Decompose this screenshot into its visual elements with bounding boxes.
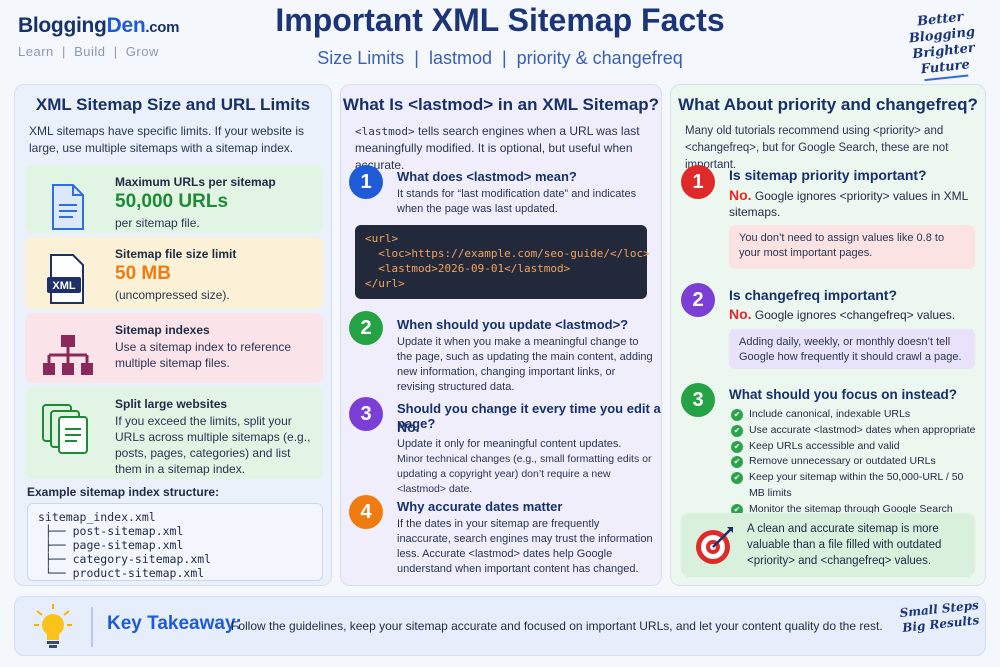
answer-note: Adding daily, weekly, or monthly doesn’t… [729, 329, 975, 369]
code-line: <lastmod>2026-09-01</lastmod> [365, 262, 571, 275]
tree-line: ├── category-sitemap.xml [38, 552, 212, 566]
question-title: Why accurate dates matter [397, 499, 563, 514]
step-number: 2 [349, 311, 383, 345]
card-label: Split large websites [115, 397, 228, 411]
question-text: It stands for “last modification date” a… [397, 188, 637, 215]
step-number: 1 [681, 165, 715, 199]
question-title: Should you change it every time you edit… [397, 401, 661, 431]
code-line: <loc>https://example.com/seo-guide/</loc… [365, 247, 650, 260]
card-sub: (uncompressed size). [115, 288, 230, 302]
priority-panel: What About priority and changefreq? Many… [670, 84, 986, 586]
key-takeaway-banner: Key Takeaway: Follow the guidelines, kee… [14, 596, 986, 656]
card-sitemap-index: Sitemap indexes Use a sitemap index to r… [25, 313, 323, 383]
card-sub: Use a sitemap index to reference multipl… [115, 340, 292, 370]
card-sub: per sitemap file. [115, 216, 200, 230]
focus-checklist: ✔ Include canonical, indexable URLs ✔ Use … [731, 407, 981, 533]
card-file-size: XML Sitemap file size limit 50 MB (uncom… [25, 237, 323, 309]
limits-heading: XML Sitemap Size and URL Limits [35, 95, 311, 114]
check-icon: ✔ [731, 503, 743, 516]
check-icon: ✔ [731, 409, 743, 421]
lightbulb-icon [34, 604, 72, 648]
step-number: 4 [349, 495, 383, 529]
priority-intro: Many old tutorials recommend using <prio… [685, 125, 949, 171]
brand-logo[interactable]: BloggingDen.com Learn | Build | Grow [18, 14, 179, 59]
answer-detail: Google ignores <changefreq> values. [751, 308, 956, 322]
lastmod-intro: <lastmod> tells search engines when a UR… [355, 123, 647, 174]
tree-line: └── product-sitemap.xml [38, 566, 205, 580]
checklist-item: ✔ Remove unnecessary or outdated URLs [731, 454, 981, 470]
xml-file-icon: XML [47, 254, 84, 304]
card-value: 50 MB [115, 263, 171, 284]
step-number: 2 [681, 283, 715, 317]
check-icon: ✔ [731, 424, 743, 437]
answer-note: You don’t need to assign values like 0.8… [729, 225, 975, 269]
card-sub: If you exceed the limits, split your URL… [115, 414, 311, 476]
checklist-item: ✔ Keep your sitemap within the 50,000-URL… [731, 470, 981, 502]
card-label: Sitemap file size limit [115, 247, 237, 261]
xml-label: XML [52, 280, 76, 292]
answer-text: No. Google ignores <priority> values in … [729, 187, 969, 220]
answer-text: No. Google ignores <changefreq> values. [729, 307, 977, 323]
example-title: Example sitemap index structure: [27, 485, 220, 499]
answer-detail: Google ignores <priority> values in XML … [729, 189, 968, 219]
answer-no: No. [729, 306, 752, 322]
question-text: Update it when you make a meaningful cha… [397, 336, 653, 393]
card-label: Maximum URLs per sitemap [115, 175, 276, 189]
question-text: If the dates in your sitemap are frequen… [397, 518, 653, 575]
lastmod-code-sample: <url> <loc>https://example.com/seo-guide… [355, 225, 650, 299]
tree-line: ├── page-sitemap.xml [38, 538, 184, 552]
question-title: Is sitemap priority important? [729, 167, 927, 183]
limits-panel: XML Sitemap Size and URL Limits XML site… [14, 84, 332, 586]
checklist-item: ✔ Include canonical, indexable URLs [731, 407, 981, 423]
tree-line: sitemap_index.xml [38, 510, 156, 524]
page-subtitle: Size Limits | lastmod | priority & chang… [317, 48, 683, 68]
question-title: What should you focus on instead? [729, 387, 957, 402]
final-note-card: A clean and accurate sitemap is more val… [681, 513, 975, 577]
priority-heading: What About priority and changefreq? [678, 95, 978, 114]
question-title: Is changefreq important? [729, 287, 898, 303]
limits-intro: XML sitemaps have specific limits. If yo… [29, 124, 304, 155]
example-structure: sitemap_index.xml ├── post-sitemap.xml ├… [27, 503, 323, 581]
step-number: 1 [349, 165, 383, 199]
final-note-text: A clean and accurate sitemap is more val… [747, 523, 942, 567]
code-line: </url> [365, 277, 405, 290]
target-icon [696, 527, 733, 564]
check-icon: ✔ [731, 440, 743, 453]
brand-name: BloggingDen.com [18, 14, 180, 37]
check-icon: ✔ [731, 472, 743, 485]
files-stack-icon [42, 404, 88, 454]
answer-no: No. [397, 419, 420, 435]
check-icon: ✔ [731, 456, 743, 469]
question-title: When should you update <lastmod>? [397, 317, 629, 332]
checklist-item: ✔ Keep URLs accessible and valid [731, 439, 981, 455]
lastmod-panel: What Is <lastmod> in an XML Sitemap? <la… [340, 84, 662, 586]
question-text: Update it only for meaningful content up… [397, 438, 622, 450]
checklist-item: ✔ Use accurate <lastmod> dates when appro… [731, 423, 981, 439]
step-number: 3 [349, 397, 383, 431]
intro-text: tells search engines when a URL was last… [355, 124, 640, 172]
card-value: 50,000 URLs [115, 191, 229, 212]
card-label: Sitemap indexes [115, 323, 210, 337]
divider [91, 607, 93, 647]
brand-tagline: Learn | Build | Grow [18, 44, 159, 59]
lastmod-heading: What Is <lastmod> in an XML Sitemap? [342, 95, 660, 114]
hierarchy-icon [43, 335, 93, 375]
answer-no: No. [729, 187, 752, 203]
takeaway-title: Key Takeaway: [107, 613, 242, 634]
step-number: 3 [681, 383, 715, 417]
card-split-websites: Split large websites If you exceed the l… [25, 387, 323, 479]
question-title: What does <lastmod> mean? [397, 169, 577, 184]
card-max-urls: Maximum URLs per sitemap 50,000 URLs per… [25, 165, 323, 233]
document-icon [52, 184, 84, 230]
question-text-secondary: Minor technical changes (e.g., small for… [397, 453, 652, 495]
takeaway-text: Follow the guidelines, keep your sitemap… [231, 619, 883, 633]
code-line: <url> [365, 232, 399, 245]
inline-code: <lastmod> [355, 125, 415, 138]
motto-badge: Better Blogging Brighter Future [905, 9, 982, 83]
page-title: Important XML Sitemap Facts [275, 2, 725, 38]
tree-line: ├── post-sitemap.xml [38, 524, 184, 538]
